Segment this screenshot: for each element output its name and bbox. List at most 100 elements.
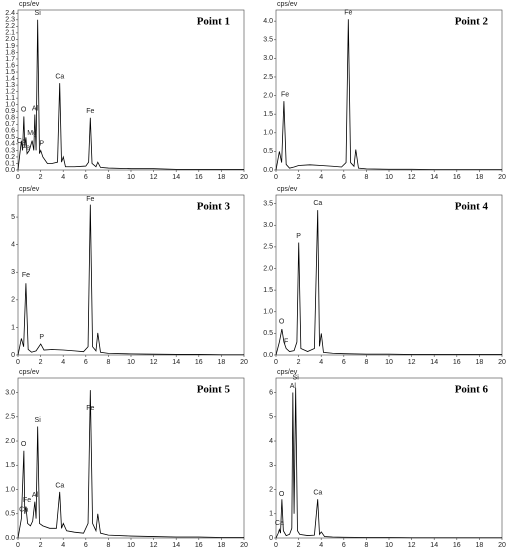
y-tick-label: 3.0: [263, 222, 273, 229]
plot-frame: [275, 9, 503, 171]
x-tick-label: 12: [150, 174, 158, 181]
plot-frame: [275, 377, 503, 539]
y-tick-label: 3: [269, 462, 273, 469]
y-tick-label: 1: [269, 511, 273, 518]
x-tick-label: 10: [127, 174, 135, 181]
x-tick-label: 10: [385, 542, 393, 549]
peak-label: Al: [290, 383, 297, 390]
peak-label: Fe: [86, 196, 94, 203]
y-tick-label: 0.5: [5, 511, 15, 518]
x-tick-label: 18: [218, 542, 226, 549]
x-tick-label: 16: [195, 542, 203, 549]
peak-label: Fe: [281, 91, 289, 98]
x-tick-label: 18: [218, 359, 226, 366]
y-tick-label: 0.6: [5, 128, 15, 135]
x-tick-label: 0: [16, 542, 20, 549]
x-tick-label: 6: [84, 174, 88, 181]
y-tick-label: 4: [269, 438, 273, 445]
x-tick-label: 20: [498, 359, 506, 366]
y-tick-label: 3.5: [263, 37, 273, 44]
x-tick-label: 18: [476, 359, 484, 366]
x-tick-label: 20: [240, 359, 248, 366]
y-axis-label: cps/ev: [19, 1, 40, 8]
x-tick-label: 20: [240, 542, 248, 549]
y-tick-label: 5: [11, 214, 15, 221]
y-tick-label: 0.0: [5, 167, 15, 174]
y-tick-label: 0.1: [5, 160, 15, 167]
peak-label: Fe: [86, 108, 94, 115]
chart-title: Point 3: [197, 201, 231, 213]
chart-title: Point 5: [197, 384, 231, 396]
x-tick-label: 6: [342, 542, 346, 549]
x-tick-label: 14: [430, 359, 438, 366]
y-tick-label: 0.0: [263, 167, 273, 174]
chart-title: Point 1: [197, 16, 230, 28]
peak-label: F: [284, 338, 288, 345]
y-tick-label: 2.0: [263, 265, 273, 272]
y-axis-label: cps/ev: [277, 1, 298, 8]
peak-label: Fe: [86, 405, 94, 412]
y-tick-label: 0.8: [5, 115, 15, 122]
y-tick-label: 0.0: [5, 535, 15, 542]
x-tick-label: 0: [274, 542, 278, 549]
plot-frame: [17, 9, 245, 171]
y-tick-label: 2.0: [5, 438, 15, 445]
x-tick-label: 16: [453, 542, 461, 549]
y-tick-label: 2.5: [5, 414, 15, 421]
x-tick-label: 14: [430, 174, 438, 181]
x-tick-label: 2: [39, 174, 43, 181]
x-tick-label: 16: [195, 359, 203, 366]
peak-label: Ca: [275, 520, 284, 527]
x-tick-label: 4: [319, 542, 323, 549]
x-tick-label: 4: [61, 542, 65, 549]
x-tick-label: 18: [218, 174, 226, 181]
x-tick-label: 20: [240, 174, 248, 181]
peak-label: Si: [35, 10, 42, 17]
plot-frame: [275, 194, 503, 356]
y-tick-label: 3.0: [263, 55, 273, 62]
y-tick-label: 5: [269, 414, 273, 421]
peak-label: Si: [293, 374, 300, 381]
peak-label: Fe: [23, 497, 31, 504]
x-tick-label: 8: [106, 359, 110, 366]
chart-title: Point 2: [455, 16, 489, 28]
x-tick-label: 0: [274, 359, 278, 366]
x-tick-label: 2: [297, 542, 301, 549]
y-tick-label: 0.5: [263, 148, 273, 155]
peak-label: O: [279, 318, 285, 325]
y-tick-label: 0.5: [263, 330, 273, 337]
y-axis-label: cps/ev: [277, 369, 298, 376]
y-tick-label: 1.0: [5, 102, 15, 109]
x-tick-label: 16: [195, 174, 203, 181]
x-tick-label: 6: [342, 359, 346, 366]
peak-label: Si: [35, 417, 42, 424]
y-tick-label: 0.5: [5, 134, 15, 141]
peak-label: Ca: [313, 490, 322, 497]
y-tick-label: 4: [11, 241, 15, 248]
y-tick-label: 0.3: [5, 147, 15, 154]
x-tick-label: 2: [297, 359, 301, 366]
x-tick-label: 10: [127, 359, 135, 366]
y-tick-label: 2.5: [263, 244, 273, 251]
x-tick-label: 4: [319, 359, 323, 366]
y-tick-label: 1.6: [5, 62, 15, 69]
spectrum-line: [17, 204, 244, 356]
spectrum-line: [17, 390, 244, 539]
y-tick-label: 1.5: [5, 462, 15, 469]
y-tick-label: 1.7: [5, 56, 15, 63]
spectrum-line: [275, 387, 502, 539]
peak-label: Fe: [344, 10, 352, 17]
x-tick-label: 18: [476, 174, 484, 181]
peak-label: Ca: [19, 507, 28, 514]
y-tick-label: 0.2: [5, 154, 15, 161]
chart-title: Point 4: [455, 201, 489, 213]
peak-label: Fe: [22, 272, 30, 279]
x-tick-label: 14: [172, 359, 180, 366]
y-tick-label: 2.4: [5, 10, 15, 17]
y-axis-label: cps/ev: [277, 186, 298, 193]
y-tick-label: 1: [11, 324, 15, 331]
x-tick-label: 12: [150, 359, 158, 366]
spectrum-line: [275, 210, 502, 356]
